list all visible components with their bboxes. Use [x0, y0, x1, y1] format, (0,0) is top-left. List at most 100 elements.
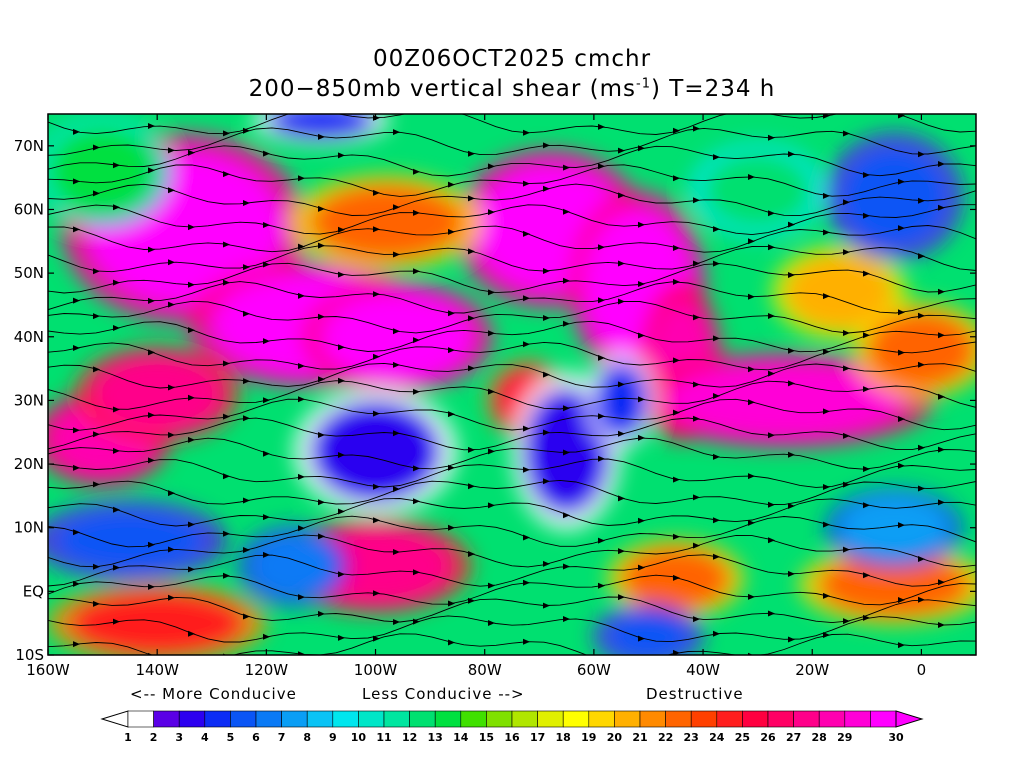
- streamline-arrow: [543, 602, 550, 609]
- streamline-arrow: [168, 490, 175, 497]
- shear-blob: [866, 311, 976, 388]
- streamline-arrow: [338, 271, 345, 278]
- streamline-arrow: [113, 447, 120, 454]
- streamline-arrow: [73, 178, 80, 185]
- streamline-arrow: [298, 594, 305, 601]
- streamline-arrow: [843, 199, 850, 206]
- streamline-arrow: [863, 270, 870, 277]
- colorbar-label: 9: [329, 731, 337, 744]
- streamline-arrow: [693, 616, 700, 623]
- streamline-arrow: [448, 347, 455, 354]
- streamline-arrow: [93, 366, 100, 373]
- streamline-arrow: [618, 495, 625, 502]
- streamline-arrow: [373, 590, 380, 597]
- streamline-arrow: [373, 226, 380, 233]
- streamline-arrow: [898, 642, 905, 649]
- streamline-arrow: [468, 551, 475, 557]
- streamline-arrow: [448, 639, 455, 646]
- streamline-arrow: [73, 580, 80, 587]
- legend-less-conducive: Less Conducive -->: [362, 685, 525, 703]
- streamline-arrow: [748, 293, 755, 300]
- colorbar-swatch: [511, 710, 538, 728]
- streamline-arrow: [543, 185, 550, 192]
- title-time-text: ) T=234 h: [650, 76, 776, 102]
- chart-title-line2: 200−850mb vertical shear (ms-1) T=234 h: [0, 76, 1024, 102]
- streamline-arrow: [713, 260, 720, 267]
- colorbar-swatch: [639, 710, 666, 728]
- streamline: [48, 114, 976, 135]
- streamline-arrow: [898, 178, 905, 185]
- colorbar-swatch: [332, 710, 359, 728]
- streamline-arrow: [263, 551, 270, 558]
- shear-blob: [604, 610, 693, 655]
- streamline-arrow: [223, 530, 230, 537]
- streamlines: [48, 114, 976, 655]
- streamline-arrow: [823, 408, 830, 415]
- streamline-arrow: [938, 332, 945, 339]
- streamline-arrow: [673, 357, 680, 364]
- colorbar-swatch: [409, 710, 436, 728]
- streamline-arrow: [788, 221, 795, 228]
- streamline-arrow: [263, 222, 270, 228]
- streamline-arrow: [448, 228, 455, 235]
- streamline-arrow: [188, 566, 195, 573]
- streamline-arrow: [448, 310, 455, 317]
- shear-blob: [91, 355, 223, 433]
- streamline-arrow: [823, 114, 830, 119]
- streamline-arrow: [768, 313, 775, 319]
- streamline-arrow: [73, 529, 80, 536]
- streamline-arrow: [638, 221, 645, 228]
- streamline-arrow: [563, 405, 570, 412]
- streamline-arrow: [823, 348, 830, 355]
- streamline: [48, 574, 976, 606]
- streamline-arrow: [148, 123, 155, 129]
- streamline: [48, 245, 976, 273]
- streamline-arrow: [488, 330, 495, 337]
- colorbar-swatch: [818, 710, 846, 728]
- streamline-arrow: [863, 172, 870, 178]
- streamline-arrow: [898, 462, 905, 469]
- streamline-arrow: [563, 277, 570, 284]
- streamline-arrow: [543, 371, 550, 378]
- streamline-arrow: [488, 388, 495, 395]
- streamline-arrow: [843, 481, 850, 488]
- streamline-arrow: [93, 481, 100, 488]
- streamline-arrow: [713, 630, 720, 637]
- streamline-arrow: [298, 175, 305, 182]
- lon-tick-label: 40W: [686, 661, 720, 679]
- streamline-arrow: [113, 406, 120, 413]
- colorbar-label: 8: [303, 731, 311, 744]
- streamline-arrow: [168, 384, 175, 391]
- streamline-arrow: [693, 494, 700, 501]
- streamline-arrow: [318, 499, 325, 506]
- streamline-arrow: [898, 522, 905, 529]
- streamline-arrow: [938, 288, 945, 295]
- colorbar-swatch: [537, 710, 564, 728]
- streamline-arrow: [93, 144, 100, 151]
- streamline-arrow: [243, 415, 250, 422]
- streamline-arrow: [788, 570, 795, 577]
- colorbar-label: 2: [150, 731, 158, 744]
- colorbar-label: 25: [735, 731, 750, 744]
- streamline-arrow: [243, 310, 250, 317]
- streamline-arrow: [298, 396, 305, 403]
- shear-blobs: [48, 114, 976, 655]
- streamline: [48, 300, 976, 334]
- lon-tick-label: 160W: [26, 661, 70, 679]
- streamline-arrow: [298, 473, 305, 480]
- streamline-arrow: [168, 432, 175, 438]
- streamline-arrow: [223, 360, 230, 367]
- streamline-arrow: [823, 592, 830, 599]
- colorbar-swatch: [742, 710, 769, 728]
- streamline-arrow: [618, 192, 625, 199]
- streamline-arrow: [373, 635, 380, 642]
- colorbar-label: 4: [201, 731, 209, 744]
- streamline-arrow: [393, 251, 400, 258]
- streamline-arrow: [788, 503, 795, 509]
- colorbar-swatch: [562, 710, 590, 728]
- shear-blob: [839, 145, 949, 248]
- streamline-arrow: [338, 226, 345, 233]
- colorbar-swatch: [434, 710, 462, 728]
- streamline-arrow: [393, 486, 400, 493]
- shear-blob: [310, 400, 442, 503]
